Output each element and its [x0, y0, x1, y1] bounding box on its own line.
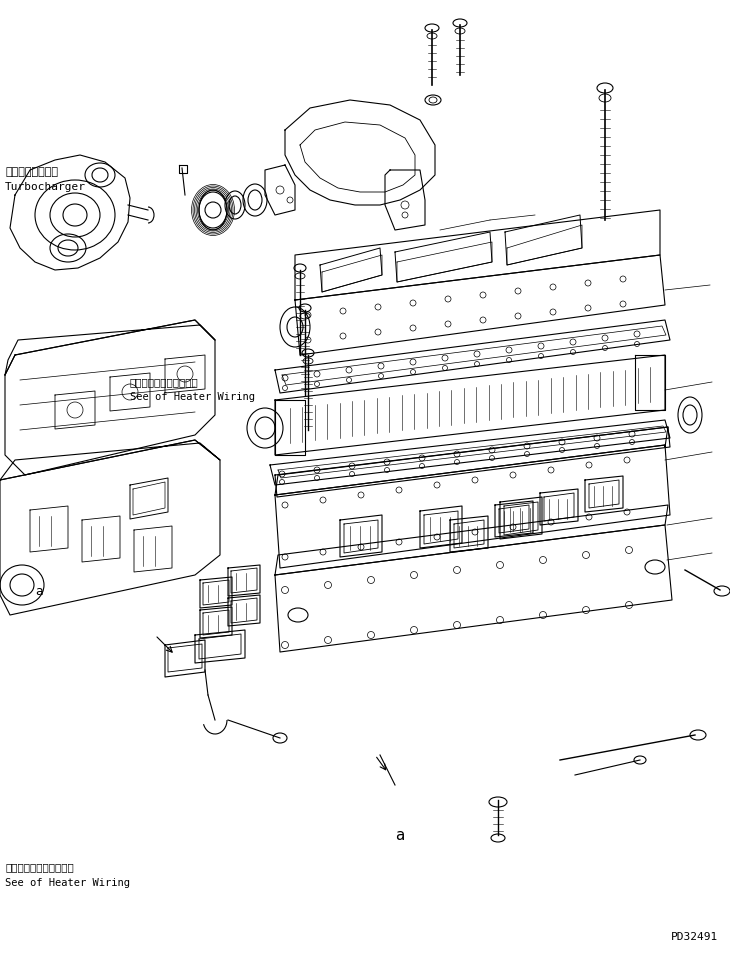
Text: See of Heater Wiring: See of Heater Wiring	[5, 878, 130, 888]
Text: See of Heater Wiring: See of Heater Wiring	[130, 392, 255, 402]
Text: Turbocharger: Turbocharger	[5, 182, 86, 192]
Text: a: a	[395, 828, 404, 843]
Text: a: a	[35, 585, 43, 598]
Text: ヒータワイヤリング参図: ヒータワイヤリング参図	[5, 862, 74, 872]
Text: ターボチャージャ: ターボチャージャ	[5, 167, 58, 177]
Text: ヒータワイヤリング参照: ヒータワイヤリング参照	[130, 377, 199, 387]
Text: PD32491: PD32491	[671, 932, 718, 942]
